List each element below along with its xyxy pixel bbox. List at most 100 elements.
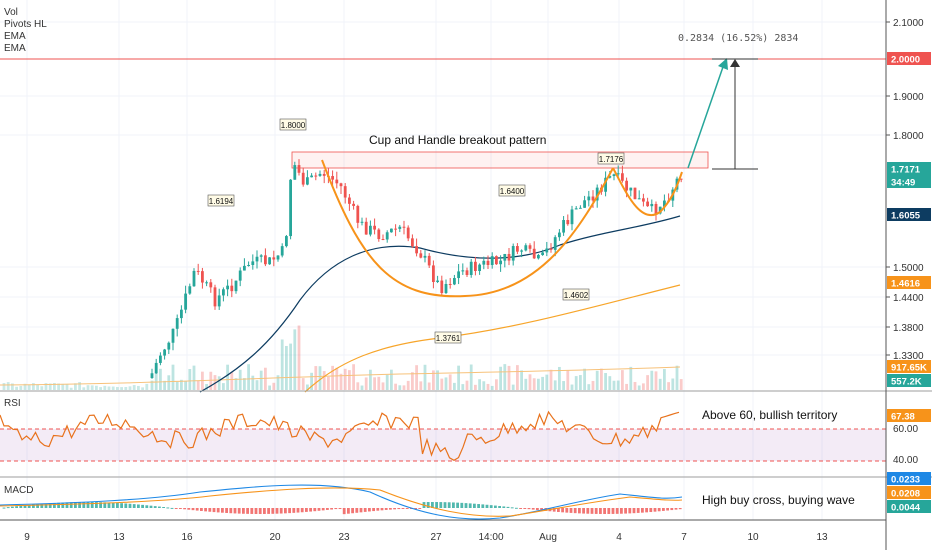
- macd-hist-bar: [552, 508, 556, 512]
- volume-bar: [490, 385, 494, 390]
- volume-bar: [348, 370, 351, 390]
- candle-body: [331, 176, 334, 180]
- price-axis[interactable]: 2.1000 1.9000 1.8000 1.5000 1.4400 1.3800 1.33…: [886, 18, 924, 466]
- volume-bar: [255, 380, 259, 390]
- volume-bar: [44, 383, 48, 390]
- candle-body: [604, 177, 607, 192]
- candle-body: [633, 187, 637, 200]
- volume-bar: [423, 364, 427, 390]
- macd-hist-bar: [170, 507, 174, 509]
- macd-hist-bar: [254, 508, 258, 514]
- candle-body: [289, 179, 292, 237]
- volume-bar: [27, 384, 31, 390]
- volume-bar: [474, 384, 477, 390]
- macd-hist-bar: [473, 503, 476, 508]
- macd-hist-bar: [69, 502, 73, 508]
- macd-hist-bar: [363, 508, 367, 512]
- candle-body: [385, 232, 389, 240]
- candle-body: [285, 236, 288, 247]
- chart-grid: [0, 0, 886, 520]
- candle-body: [213, 287, 217, 307]
- candle-body: [642, 198, 645, 202]
- macd-hist-bar: [594, 508, 598, 514]
- macd-hist-bar: [90, 502, 94, 508]
- volume-bar: [209, 371, 213, 390]
- macd-hist-bar: [674, 508, 678, 510]
- volume-bar: [19, 385, 23, 390]
- volume-bar: [608, 376, 612, 390]
- volume-bar: [128, 386, 132, 390]
- time-tick-label: 13: [816, 532, 828, 543]
- candle-body: [201, 271, 204, 283]
- candle-body: [272, 257, 276, 260]
- macd-hist-bar: [645, 508, 648, 513]
- volume-bar: [579, 375, 582, 390]
- volume-bar: [2, 383, 6, 390]
- candle-body: [465, 270, 469, 275]
- candle-body: [503, 253, 507, 261]
- volume-bar: [107, 386, 111, 390]
- candle-body: [394, 228, 397, 230]
- candle-body: [499, 260, 502, 265]
- handle-zone-rect[interactable]: [291, 151, 709, 169]
- macd-hist-bar: [670, 508, 674, 511]
- macd-hist-bar: [372, 508, 375, 512]
- volume-ma-badge: 917.65K: [891, 363, 927, 374]
- volume-bar: [385, 374, 389, 390]
- macd-hist-bar: [431, 502, 434, 508]
- candle-body: [369, 225, 372, 235]
- macd-hist-bar: [510, 507, 514, 509]
- macd-hist-bar: [330, 508, 333, 510]
- macd-hist-bar: [393, 508, 396, 510]
- macd-hist-bar: [405, 508, 409, 509]
- macd-hist-bar: [61, 502, 65, 508]
- macd-hist-bar: [561, 508, 564, 513]
- candle-body: [637, 198, 641, 200]
- ema-short-badge-bg: [887, 208, 931, 221]
- macd-hist-bar: [145, 505, 149, 508]
- volume-bar: [86, 385, 90, 390]
- volume-bar: [461, 384, 465, 390]
- volume-bar: [6, 382, 10, 390]
- volume-bar: [167, 375, 171, 390]
- candle-body: [154, 362, 158, 374]
- candle-body: [629, 187, 633, 191]
- macd-hist-bar: [99, 502, 102, 508]
- macd-hist-bar: [191, 508, 195, 511]
- candle-body: [621, 173, 624, 181]
- volume-bar: [15, 386, 18, 390]
- macd-hist-bar: [32, 504, 35, 508]
- macd-hist-bar: [334, 508, 338, 510]
- rsi-pane: RSI Above 60, bullish territory: [0, 398, 886, 462]
- candle-body: [444, 283, 448, 294]
- volume-bar: [621, 370, 624, 390]
- pivot-labels: 1.8000 1.6194 1.6400 1.7176 1.4602 1.3761: [207, 118, 625, 344]
- volume-bar: [537, 378, 540, 390]
- pattern-title: Cup and Handle breakout pattern: [369, 133, 546, 147]
- candle-body: [339, 183, 343, 187]
- candle-body: [276, 255, 280, 260]
- macd-hist-bar: [95, 502, 98, 508]
- macd-pane: MACD High buy cross, buying wave: [0, 484, 855, 520]
- volume-bar: [541, 376, 544, 390]
- macd-hist-bar: [326, 508, 329, 510]
- time-axis[interactable]: 9 13 16 20 23 27 14:00 Aug 4 7 10 13: [24, 532, 828, 543]
- volume-bar: [243, 378, 246, 390]
- volume-bar: [268, 385, 271, 390]
- volume-bar: [74, 383, 77, 390]
- volume-bar: [570, 384, 574, 390]
- macd-hist-bar: [36, 504, 39, 508]
- macd-hist-bar: [477, 504, 480, 508]
- candle-body: [402, 226, 406, 228]
- volume-bar: [65, 384, 69, 390]
- candle-body: [486, 260, 490, 266]
- volume-bar: [411, 372, 414, 390]
- macd-hist-bar: [523, 508, 527, 509]
- macd-hist-bar: [389, 508, 392, 510]
- volume-bar: [532, 378, 536, 390]
- macd-hist-bar: [418, 508, 422, 509]
- volume-bar: [507, 365, 511, 390]
- volume-bar: [53, 382, 56, 390]
- volume-bar: [356, 382, 360, 390]
